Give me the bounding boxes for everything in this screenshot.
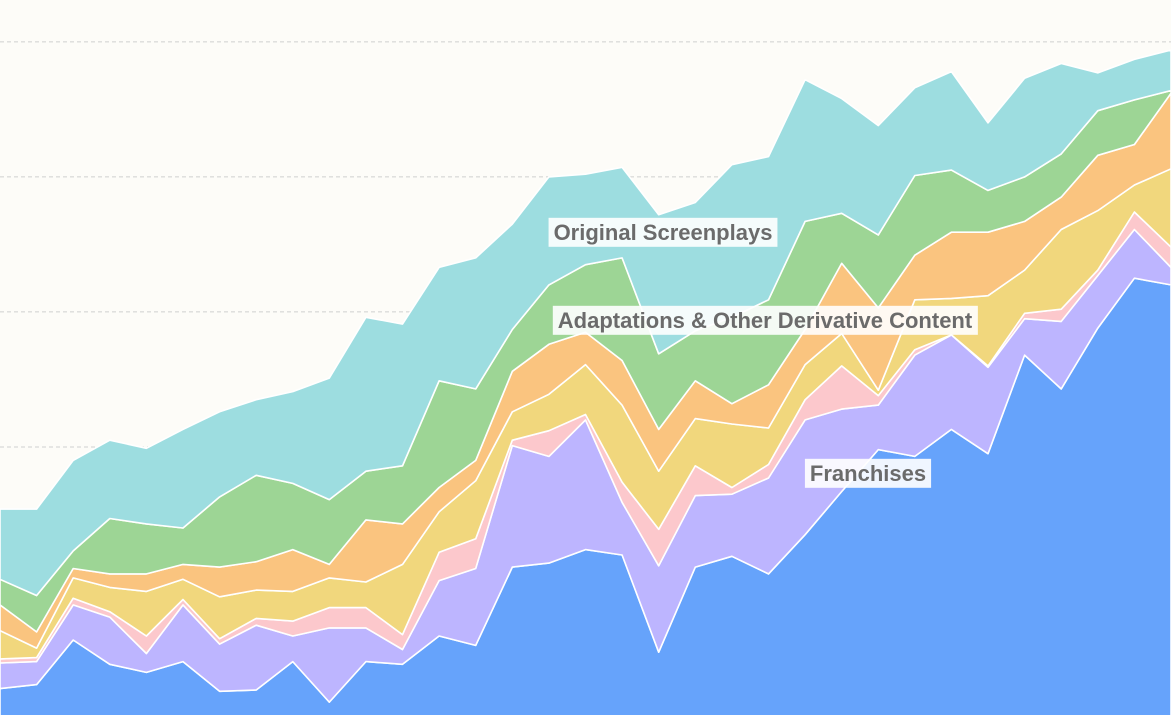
label-background (552, 305, 978, 335)
areas (0, 49, 1171, 715)
label-background (548, 217, 778, 247)
series-label: Original Screenplays (554, 220, 773, 245)
label-background (804, 458, 932, 488)
series-label: Franchises (810, 461, 926, 486)
series-label: Adaptations & Other Derivative Content (558, 308, 973, 333)
area (0, 49, 1171, 597)
annotations: Franchises Adaptations & Other Derivative… (548, 217, 978, 488)
